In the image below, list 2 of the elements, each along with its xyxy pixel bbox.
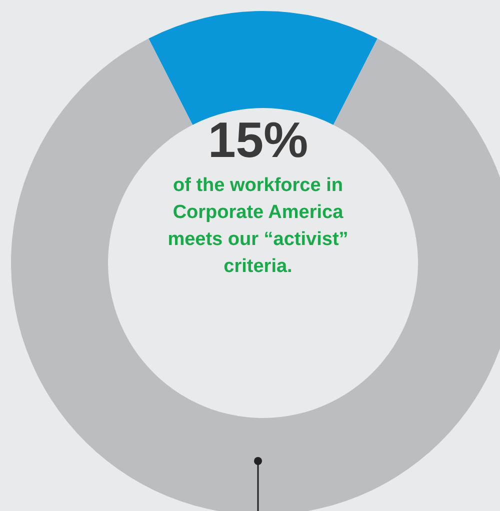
- text: of the workforce in Corporate America meets our “activist” criteria.: [166, 174, 350, 279]
- data-label: 15%: [206, 112, 310, 168]
